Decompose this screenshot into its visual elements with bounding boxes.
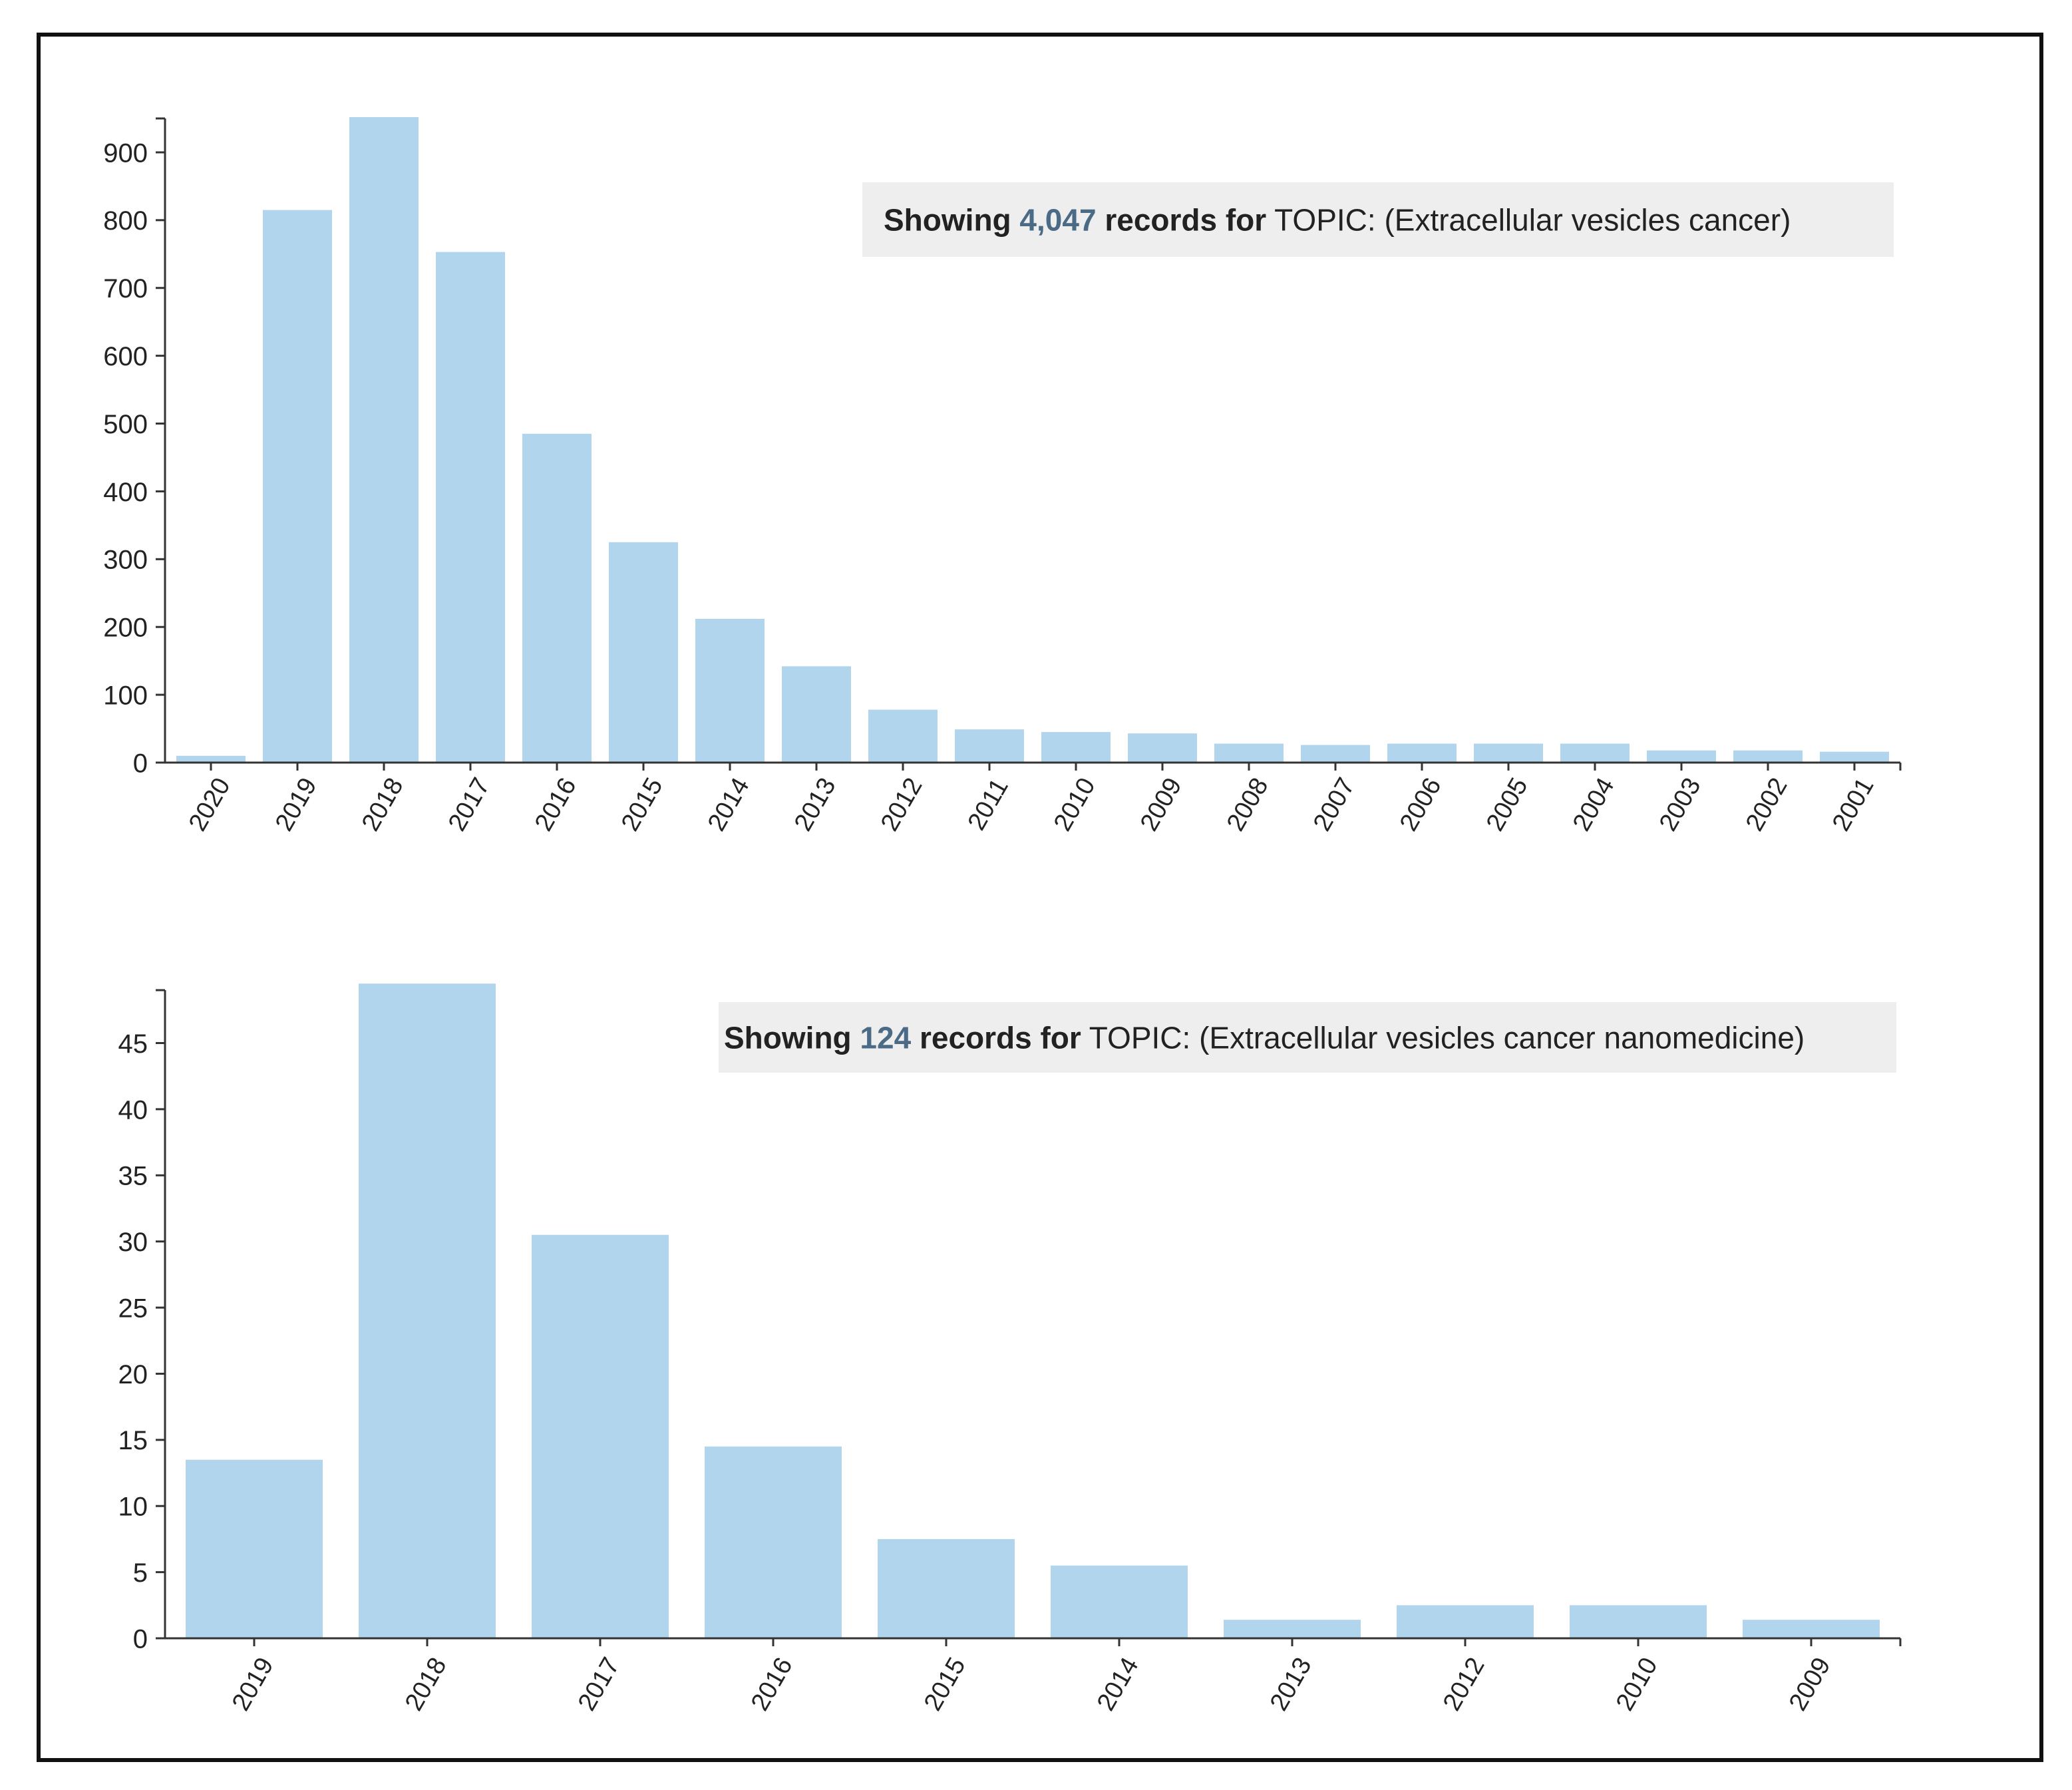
bar-2012 [868,709,938,763]
y-tick-label: 10 [118,1493,148,1522]
bar-2010 [1041,732,1111,763]
bar-2008 [1214,743,1284,763]
legend-space [852,1021,860,1055]
bar-2016 [522,433,592,763]
legend-space [1266,203,1274,238]
legend-space [911,1021,920,1055]
legend-text: Showing 124 records for TOPIC: (Extracel… [724,1021,1805,1055]
y-tick-label: 5 [133,1558,148,1588]
bar-2016 [705,1446,842,1638]
legend-topic-label: TOPIC: [1274,203,1376,238]
legend-space [1081,1021,1089,1055]
bar-2002 [1733,750,1803,763]
legend-space [1097,203,1105,238]
bar-2020 [176,755,246,763]
legend-query: (Extracellular vesicles cancer nanomedic… [1199,1021,1805,1055]
legend-text: Showing 4,047 records for TOPIC: (Extrac… [884,203,1791,238]
legend-records-for: records for [1105,203,1266,238]
y-tick-label: 100 [103,681,148,711]
y-tick-label: 600 [103,342,148,371]
bar-2019 [186,1459,323,1638]
figure-frame [37,33,2043,1762]
legend-box [719,1002,1896,1073]
bar-2017 [532,1234,669,1638]
bar-2014 [695,619,765,763]
bar-2012 [1397,1605,1534,1638]
legend-records-for: records for [920,1021,1081,1055]
y-tick-label: 20 [118,1360,148,1389]
legend-query: (Extracellular vesicles cancer) [1384,203,1791,238]
legend-topic-label: TOPIC: [1089,1021,1191,1055]
y-tick-label: 0 [133,1624,148,1654]
y-tick-label: 15 [118,1426,148,1455]
bar-2015 [609,542,678,763]
legend-record-count: 124 [860,1021,911,1055]
y-tick-label: 45 [118,1029,148,1059]
bar-2001 [1820,751,1889,763]
legend-box [862,182,1894,257]
bar-2015 [878,1538,1015,1638]
bar-2010 [1570,1605,1707,1638]
bar-2006 [1387,743,1457,763]
legend-record-count: 4,047 [1019,203,1096,238]
y-tick-label: 800 [103,206,148,236]
bar-2017 [436,252,505,763]
bar-2013 [1224,1620,1361,1638]
y-tick-label: 900 [103,138,148,168]
bar-2014 [1051,1565,1188,1638]
legend-space [1376,203,1385,238]
y-tick-label: 25 [118,1294,148,1323]
legend-space [1011,203,1020,238]
y-tick-label: 200 [103,614,148,643]
bar-2019 [263,210,332,763]
legend-prefix: Showing [884,203,1011,238]
bar-2003 [1647,750,1716,763]
y-tick-label: 500 [103,410,148,439]
y-tick-label: 700 [103,274,148,303]
bar-2013 [782,666,851,763]
bar-2009 [1128,733,1197,763]
y-tick-label: 400 [103,478,148,507]
bar-2009 [1743,1620,1880,1638]
bar-2018 [359,984,496,1638]
bar-2005 [1474,743,1543,763]
bar-2011 [955,729,1024,763]
legend-prefix: Showing [724,1021,852,1055]
y-tick-label: 300 [103,546,148,575]
y-tick-label: 30 [118,1228,148,1257]
y-tick-label: 35 [118,1162,148,1191]
y-tick-label: 40 [118,1095,148,1125]
y-tick-label: 0 [133,749,148,778]
bar-2004 [1560,743,1630,763]
legend-space [1190,1021,1199,1055]
bar-2018 [349,117,419,763]
bar-2007 [1301,745,1370,763]
